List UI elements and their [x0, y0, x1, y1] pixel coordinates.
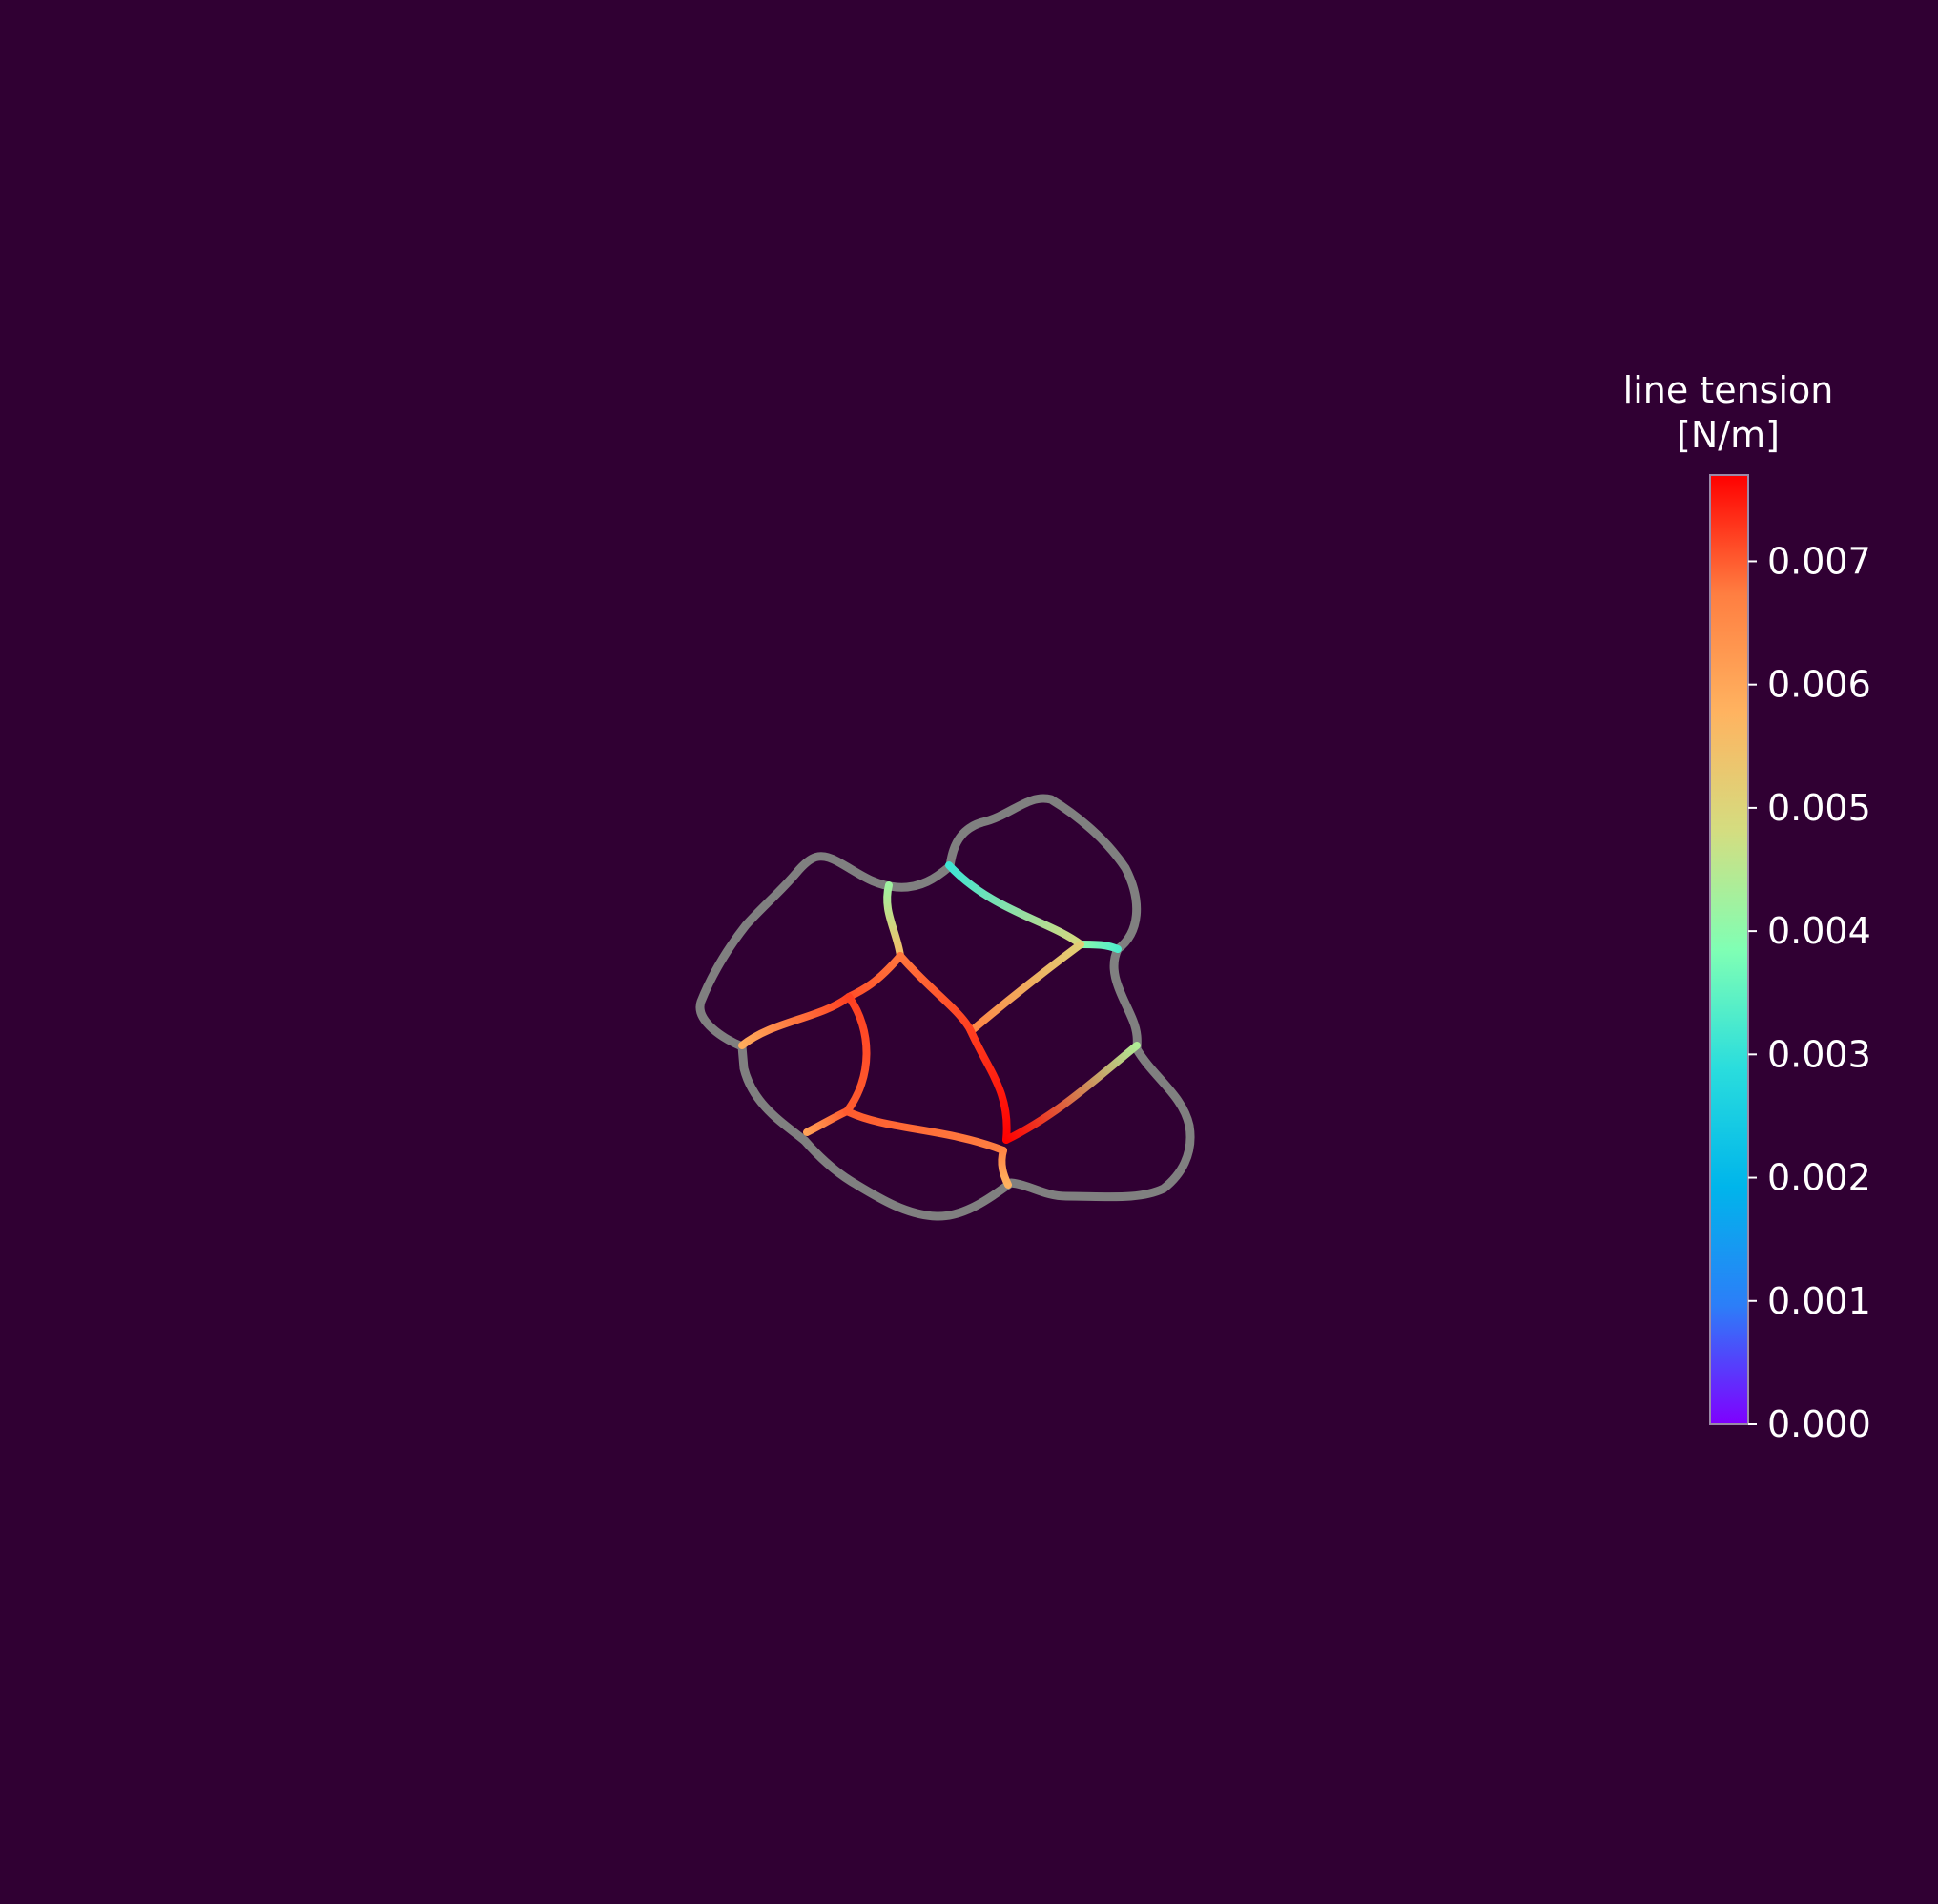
junction-edge-center-left [845, 952, 904, 1001]
colorbar-tick-label: 0.006 [1767, 664, 1871, 706]
junction-edge-bottom-short [998, 1147, 1012, 1189]
junction-edge-center-diagonal [967, 941, 1084, 1035]
junction-edge-bottom-middle [843, 1107, 1007, 1154]
junction-edge-top-junction-left [883, 881, 904, 960]
colorbar-tick-label: 0.002 [1767, 1157, 1871, 1199]
junction-edge-right-short [1077, 941, 1122, 953]
junction-edge-center-to-bottom [897, 952, 1011, 1144]
junction-edge-left-arc [738, 993, 853, 1049]
colorbar-gradient [1709, 474, 1749, 1425]
junction-edge-right-lower-diagonal [1002, 1042, 1141, 1144]
colorbar-ticks: 0.000 0.001 0.002 0.003 0.004 0.005 0.006 0.007 [1748, 540, 1871, 1445]
colorbar-tick-label: 0.004 [1767, 910, 1871, 952]
junction-edge-left-inner-vertical [843, 993, 871, 1115]
colorbar-tick-label: 0.000 [1767, 1403, 1871, 1445]
colorbar-tick-label: 0.005 [1767, 787, 1871, 829]
colorbar-tick-label: 0.007 [1767, 540, 1871, 582]
cell-junction-edges [738, 861, 1141, 1189]
tissue-boundary [695, 794, 1195, 1221]
junction-edge-lower-left-short [803, 1107, 851, 1136]
colorbar: 0.000 0.001 0.002 0.003 0.004 0.005 0.006 0.007… [1623, 369, 1871, 1445]
colorbar-tick-label: 0.001 [1767, 1280, 1871, 1322]
colorbar-tick-label: 0.003 [1767, 1033, 1871, 1075]
colorbar-title-line2: [N/m] [1677, 414, 1780, 456]
colorbar-title-line1: line tension [1623, 369, 1834, 411]
junction-edge-top-junction-right [945, 861, 1084, 948]
